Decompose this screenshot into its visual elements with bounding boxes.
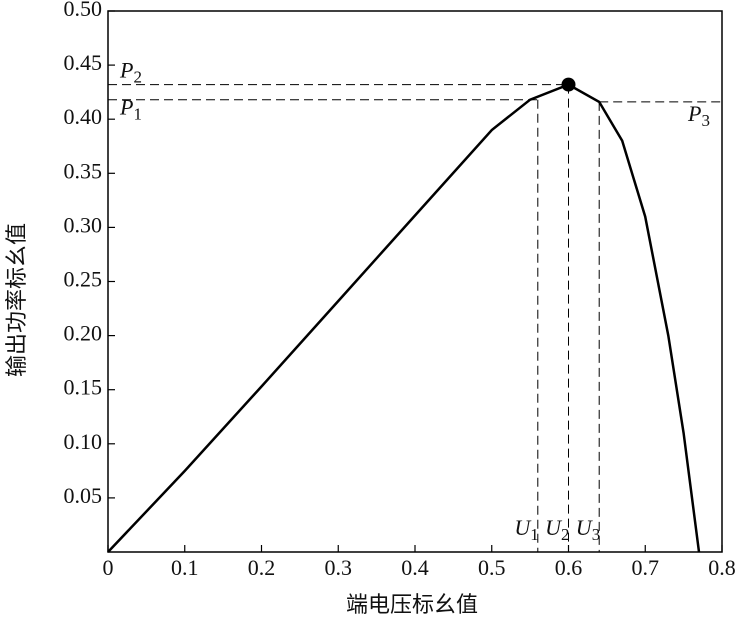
x-tick-label: 0: [103, 555, 114, 580]
y-tick-label: 0.10: [64, 429, 103, 454]
x-tick-label: 0.7: [632, 555, 660, 580]
x-reference-label: U2: [545, 515, 569, 544]
y-reference-label: P1: [119, 95, 142, 124]
x-tick-label: 0.5: [478, 555, 506, 580]
line: [107, 83, 701, 553]
x-tick-label: 0.2: [248, 555, 276, 580]
y-tick-label: 0.30: [64, 212, 103, 237]
y-tick-label: 0.15: [64, 375, 103, 400]
y-tick-label: 0.25: [64, 267, 103, 292]
x-axis-label: 端电压标幺值: [346, 593, 478, 618]
x-tick-label: 0.6: [555, 555, 583, 580]
x-reference-label: U1: [514, 515, 538, 544]
y-axis-label: 输出功率标幺值: [5, 223, 30, 377]
y-tick-label: 0.50: [64, 0, 103, 21]
x-tick-label: 0.4: [401, 555, 429, 580]
y-reference-label: P3: [687, 101, 710, 130]
y-reference-label: P2: [119, 58, 142, 87]
x-tick-label: 0.1: [171, 555, 199, 580]
x-tick-label: 0.3: [325, 555, 353, 580]
plot-frame: [107, 10, 723, 553]
y-tick-label: 0.45: [64, 50, 103, 75]
x-tick-label: 0.8: [708, 555, 736, 580]
y-tick-label: 0.05: [64, 483, 103, 508]
y-tick-label: 0.20: [64, 321, 103, 346]
y-tick-label: 0.35: [64, 158, 103, 183]
y-tick-label: 0.40: [64, 104, 103, 129]
x-reference-label: U3: [576, 515, 600, 544]
